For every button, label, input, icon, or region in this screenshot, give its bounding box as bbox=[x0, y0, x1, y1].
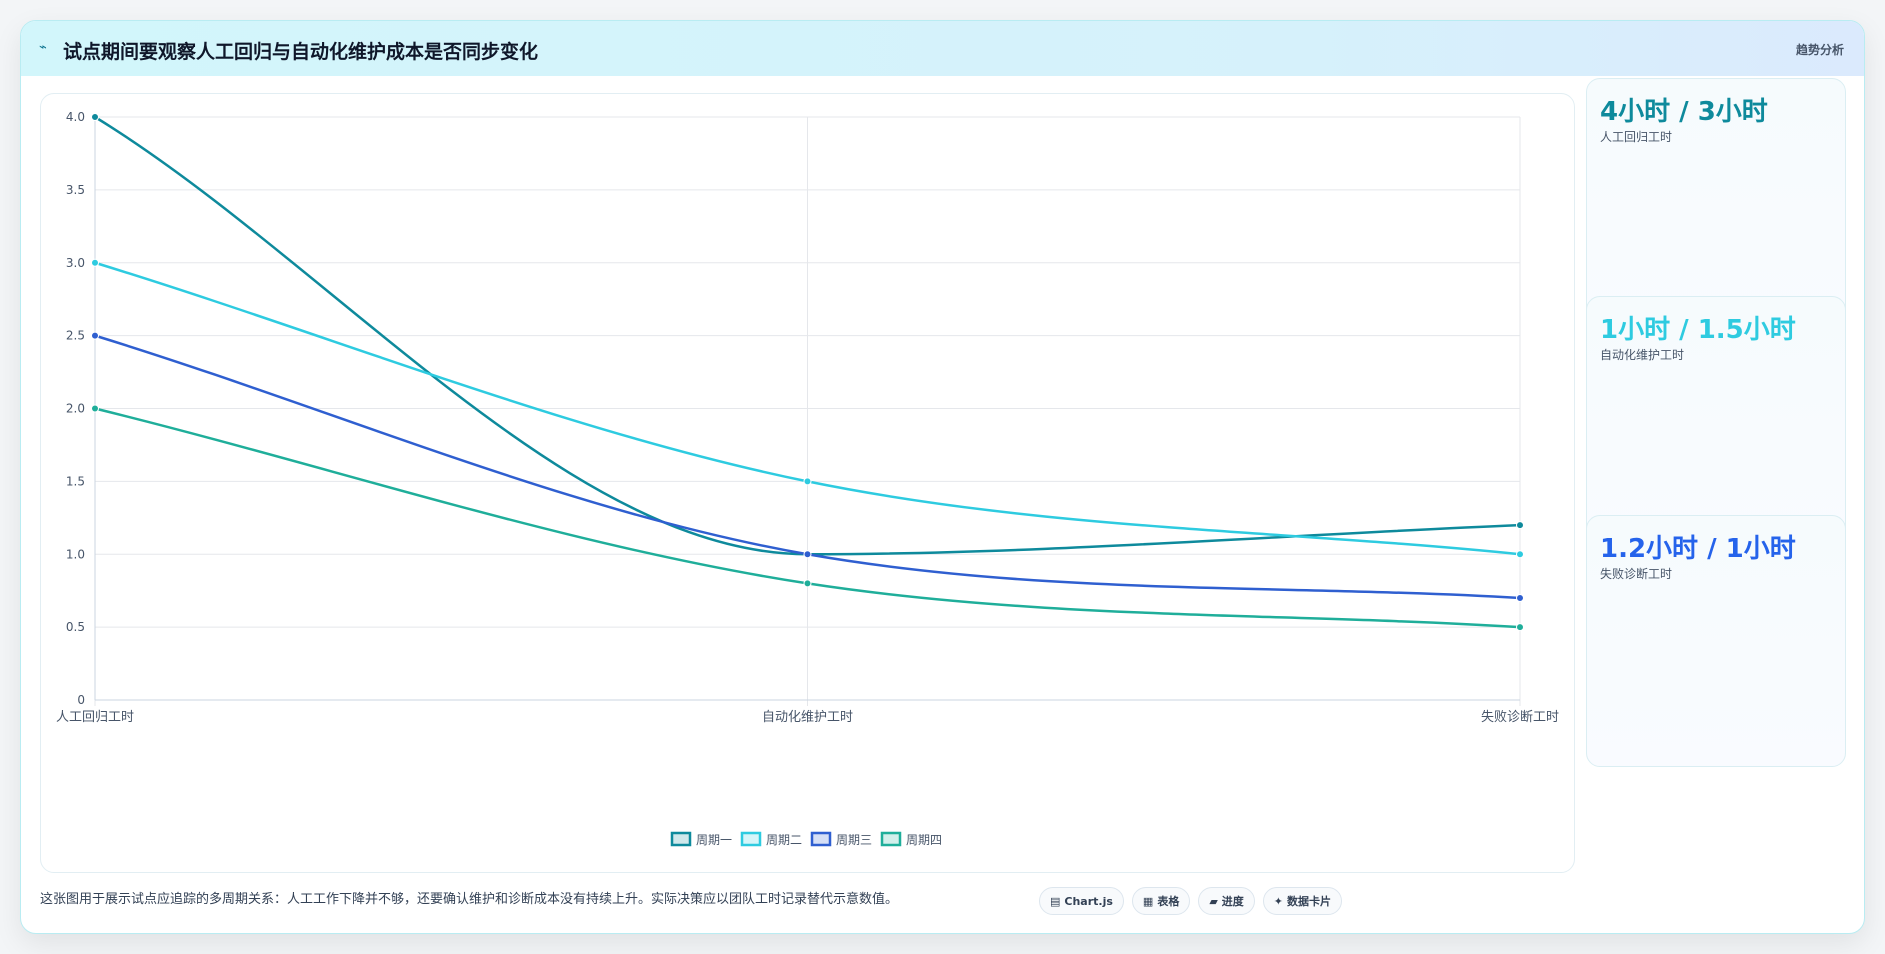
y-tick-label: 3.5 bbox=[66, 183, 85, 197]
chip-data-card[interactable]: ✦ 数据卡片 bbox=[1262, 887, 1343, 915]
stat-card-manual-regression: 4小时 / 3小时 人工回归工时 bbox=[1586, 78, 1846, 330]
chip-label: 数据卡片 bbox=[1287, 895, 1332, 908]
folder-icon: ▰ bbox=[1209, 894, 1218, 908]
stat-value: 1小时 / 1.5小时 bbox=[1600, 315, 1796, 345]
y-tick-label: 1.5 bbox=[66, 474, 85, 488]
data-point bbox=[1516, 550, 1524, 559]
x-tick-label: 自动化维护工时 bbox=[762, 710, 853, 725]
y-axis-ticks: 0 0.5 1.0 1.5 2.0 2.5 3.0 3.5 4.0 bbox=[66, 110, 85, 707]
legend-label[interactable]: 周期二 bbox=[766, 833, 802, 847]
data-point bbox=[91, 404, 99, 413]
x-tick-label: 人工回归工时 bbox=[56, 710, 134, 725]
chip-bar: ▤ Chart.js ▦ 表格 ▰ 进度 ✦ 数据卡片 bbox=[1039, 887, 1343, 915]
stat-label: 人工回归工时 bbox=[1600, 130, 1673, 144]
y-tick-label: 0 bbox=[77, 693, 85, 707]
data-point bbox=[1516, 593, 1524, 602]
legend-label[interactable]: 周期四 bbox=[906, 833, 942, 847]
legend-swatch[interactable] bbox=[880, 831, 902, 847]
sparkle-icon: ✦ bbox=[1273, 894, 1284, 908]
chart-icon: ▤ bbox=[1050, 894, 1061, 908]
legend-swatch[interactable] bbox=[670, 831, 692, 847]
page-title: 试点期间要观察人工回归与自动化维护成本是否同步变化 bbox=[63, 41, 539, 63]
y-tick-label: 2.0 bbox=[66, 402, 85, 416]
data-point bbox=[803, 579, 812, 588]
legend[interactable]: 周期一 周期二 周期三 周期四 bbox=[670, 831, 942, 847]
line-chart: 0 0.5 1.0 1.5 2.0 2.5 3.0 3.5 4.0 人工回归工时 自动化维护工时 失… bbox=[56, 110, 1559, 847]
y-tick-label: 4.0 bbox=[66, 110, 85, 124]
data-point bbox=[803, 477, 812, 486]
y-tick-label: 2.5 bbox=[66, 329, 85, 343]
chart-panel: 0 0.5 1.0 1.5 2.0 2.5 3.0 3.5 4.0 人工回归工时 自动化维护工时 失… bbox=[40, 93, 1575, 873]
series-lines bbox=[91, 113, 1524, 632]
trend-line-icon: ⌁ bbox=[39, 40, 47, 55]
table-icon: ▦ bbox=[1142, 894, 1154, 908]
chip-label: 进度 bbox=[1221, 895, 1244, 908]
data-point bbox=[91, 331, 99, 340]
data-point bbox=[1516, 623, 1524, 632]
stat-card-failure-diagnosis: 1.2小时 / 1小时 失败诊断工时 bbox=[1586, 515, 1846, 767]
series-line-1 bbox=[94, 115, 1521, 556]
y-tick-label: 3.0 bbox=[66, 256, 85, 270]
x-axis-ticks: 人工回归工时 自动化维护工时 失败诊断工时 bbox=[56, 710, 1559, 725]
legend-swatch[interactable] bbox=[810, 831, 832, 847]
legend-swatch[interactable] bbox=[740, 831, 762, 847]
chip-label: 表格 bbox=[1157, 895, 1180, 908]
x-tick-label: 失败诊断工时 bbox=[1481, 710, 1559, 725]
legend-label[interactable]: 周期一 bbox=[696, 833, 732, 847]
stat-value: 1.2小时 / 1小时 bbox=[1600, 534, 1796, 564]
chart-card: ⌁ 试点期间要观察人工回归与自动化维护成本是否同步变化 趋势分析 0 0.5 1.0… bbox=[20, 20, 1865, 934]
chip-label: Chart.js bbox=[1064, 894, 1113, 908]
stat-label: 自动化维护工时 bbox=[1600, 348, 1685, 362]
stat-card-automation-maintenance: 1小时 / 1.5小时 自动化维护工时 bbox=[1586, 296, 1846, 548]
y-tick-label: 0.5 bbox=[66, 620, 85, 634]
card-header: ⌁ 试点期间要观察人工回归与自动化维护成本是否同步变化 趋势分析 bbox=[21, 21, 1864, 76]
footer-note: 这张图用于展示试点应追踪的多周期关系：人工工作下降并不够，还要确认维护和诊断成本… bbox=[40, 892, 899, 907]
stat-value: 4小时 / 3小时 bbox=[1600, 97, 1768, 127]
data-point bbox=[91, 258, 99, 267]
data-point bbox=[803, 550, 812, 559]
stat-label: 失败诊断工时 bbox=[1600, 567, 1673, 581]
data-point bbox=[91, 113, 99, 121]
chip-progress[interactable]: ▰ 进度 bbox=[1198, 887, 1255, 915]
legend-label[interactable]: 周期三 bbox=[836, 833, 872, 847]
header-tag: 趋势分析 bbox=[1795, 43, 1844, 57]
y-tick-label: 1.0 bbox=[66, 547, 85, 561]
chip-table[interactable]: ▦ 表格 bbox=[1131, 887, 1191, 915]
chip-chartjs[interactable]: ▤ Chart.js bbox=[1039, 887, 1124, 915]
data-point bbox=[1516, 521, 1524, 530]
